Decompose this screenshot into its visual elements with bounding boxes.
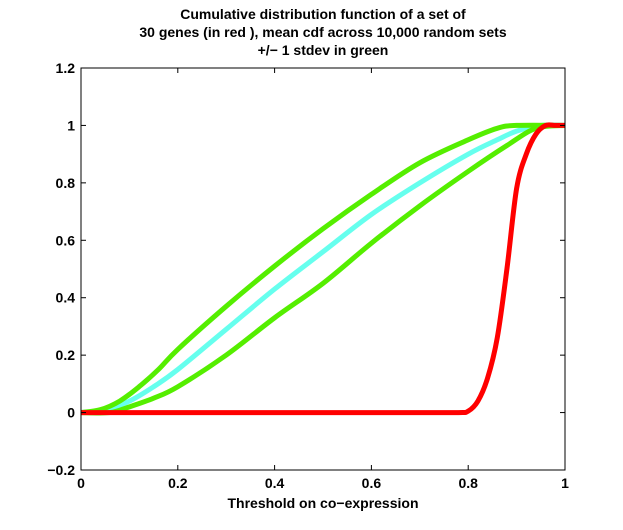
chart-title: Cumulative distribution function of a se… [139,6,506,58]
series-layer [81,122,565,416]
x-axis-label: Threshold on co−expression [228,495,419,511]
title-line-2: 30 genes (in red ), mean cdf across 10,0… [139,24,506,40]
y-tick-label-0: −0.2 [47,462,75,478]
title-line-1: Cumulative distribution function of a se… [180,6,466,22]
series-line-4 [81,122,565,416]
y-tick-label-6: 1 [67,117,75,133]
x-tick-label-1: 0.2 [168,475,188,491]
y-tick-label-4: 0.6 [56,232,76,248]
x-tick-label-2: 0.4 [265,475,285,491]
series-line-3 [81,122,565,416]
x-tick-label-5: 1 [561,475,569,491]
y-tick-label-7: 1.2 [56,60,76,76]
x-tick-label-4: 0.8 [458,475,478,491]
series-line-2 [81,122,565,416]
title-line-3: +/− 1 stdev in green [258,42,389,58]
ticks-layer: 0 0.2 0.4 0.6 0.8 1−0.200.20.40.60.811.2 [47,60,569,491]
plot-frame [80,67,566,471]
y-tick-label-3: 0.4 [56,290,76,306]
y-tick-label-2: 0.2 [56,347,76,363]
y-tick-label-5: 0.8 [56,175,76,191]
series-line-1 [81,122,565,416]
x-tick-label-3: 0.6 [362,475,382,491]
x-tick-label-0: 0 [77,475,85,491]
y-tick-label-1: 0 [67,405,75,421]
